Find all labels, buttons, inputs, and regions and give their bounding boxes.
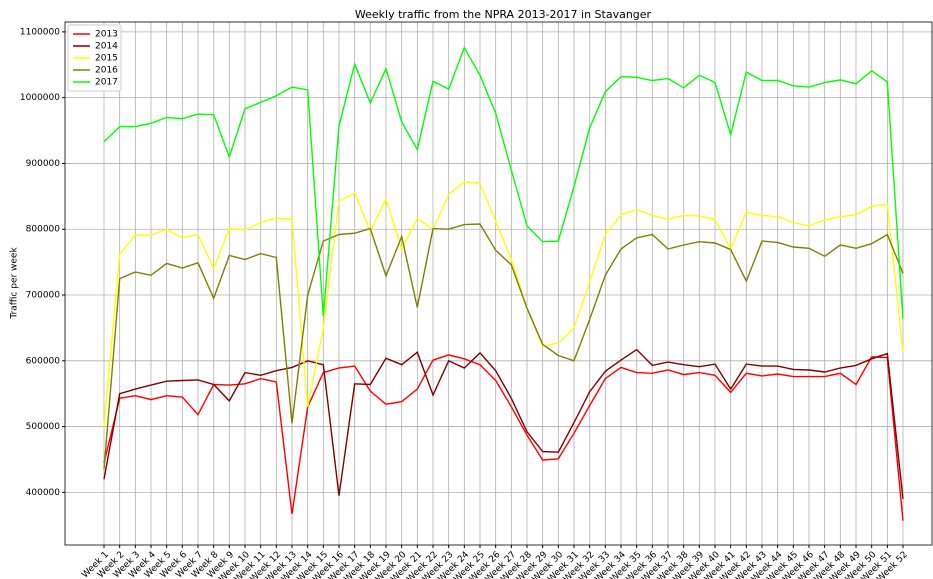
- y-tick-label: 500000: [26, 422, 61, 432]
- y-tick-label: 1000000: [20, 93, 60, 103]
- y-tick-label: 600000: [26, 356, 61, 366]
- y-tick-label: 1100000: [20, 27, 60, 37]
- chart-title: Weekly traffic from the NPRA 2013-2017 i…: [355, 8, 652, 21]
- series-line: [103, 46, 904, 319]
- y-axis-label: Traffic per week: [10, 247, 20, 320]
- legend-label: 2017: [95, 78, 118, 88]
- legend-label: 2014: [95, 42, 118, 52]
- y-tick-label: 900000: [26, 159, 61, 169]
- legend: 2013 2014 2015 2016 2017: [67, 24, 122, 92]
- legend-label: 2015: [95, 54, 118, 64]
- legend-label: 2013: [95, 30, 118, 40]
- lines: [103, 46, 904, 521]
- series-line: [103, 223, 904, 470]
- legend-label: 2016: [95, 66, 118, 76]
- y-tick-label: 800000: [26, 225, 61, 235]
- legend-box: [67, 24, 122, 92]
- y-tick-label: 400000: [26, 488, 61, 498]
- plot-frame: [64, 21, 933, 546]
- series-line: [103, 348, 904, 499]
- grid: [65, 22, 932, 545]
- series-line: [103, 181, 904, 427]
- y-tick-label: 700000: [26, 291, 61, 301]
- series-line: [103, 354, 904, 521]
